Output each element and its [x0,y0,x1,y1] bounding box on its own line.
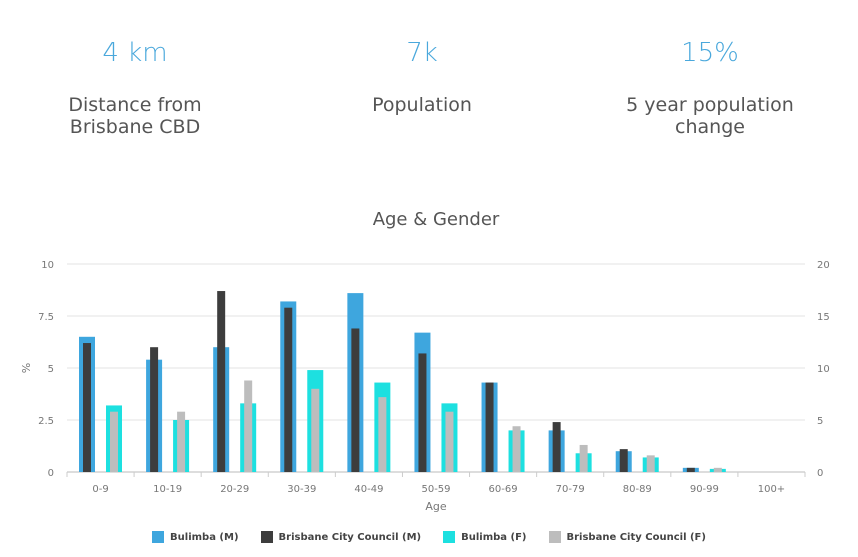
bar-bcc-m [83,343,91,472]
x-tick-label: 40-49 [354,484,383,495]
legend-label: Brisbane City Council (F) [566,531,706,543]
legend-swatch-bulimba-f [443,531,456,543]
bar-bcc-m [418,353,427,472]
legend-swatch-bulimba-m [152,531,165,543]
bar-bcc-m [351,328,360,472]
bar-bcc-f [311,388,320,472]
bar-bcc-m [619,449,628,472]
legend-label: Bulimba (M) [170,531,239,543]
legend-item-bulimba-f[interactable]: Bulimba (F) [443,531,527,543]
x-tick-label: 10-19 [153,484,182,495]
bar-bcc-m [284,307,293,472]
bar-bcc-f [579,444,588,472]
bar-bcc-m [552,422,561,472]
x-tick-label: 90-99 [690,484,719,495]
y-axis-label: % [20,363,33,373]
x-tick-label: 60-69 [489,484,518,495]
y2-tick-label: 10 [817,364,830,375]
stat-change-label: 5 year population change [626,94,794,138]
y-tick-label: 2.5 [38,416,54,427]
stat-population-value: 7k [406,38,438,68]
bar-bcc-m [150,347,159,472]
bar-bcc-f [713,467,722,472]
bar-bcc-f [512,426,521,472]
legend-item-bulimba-m[interactable]: Bulimba (M) [152,531,239,543]
age-gender-chart: Age & Gender 0 0 2.5 5 5 10 7.5 15 10 20% 0-9 10-19 2… [20,209,830,513]
chart-legend: Bulimba (M) Brisbane City Council (M) Bu… [0,531,858,543]
x-tick-label: 70-79 [556,484,585,495]
bar-bcc-m [485,382,494,472]
y-tick-label: 5 [48,364,54,375]
y2-tick-label: 5 [817,416,823,427]
stat-distance-value: 4 km [102,38,168,68]
x-tick-label: 0-9 [92,484,108,495]
x-axis-label: Age [425,500,447,513]
stat-change-value: 15% [681,38,739,68]
x-tick-label: 30-39 [287,484,316,495]
bar-bcc-f [244,380,253,472]
chart-title: Age & Gender [373,209,500,230]
stat-population-change: 15% 5 year population change [580,36,840,138]
legend-swatch-bcc-f [548,531,561,543]
bar-bcc-f [177,411,186,472]
bar-bcc-f [110,411,118,472]
stat-population-label: Population [372,94,472,116]
bar-bcc-f [646,455,655,472]
x-tick-label: 100+ [758,484,785,495]
legend-swatch-bcc-m [260,531,273,543]
stat-population: 7k Population [292,36,552,116]
bar-bcc-m [686,467,695,472]
y-tick-label: 7.5 [38,312,54,323]
x-tick-label: 20-29 [220,484,249,495]
legend-item-bcc-m[interactable]: Brisbane City Council (M) [260,531,422,543]
y-tick-label: 0 [48,468,54,479]
stat-distance-label: Distance from Brisbane CBD [68,94,202,138]
legend-item-bcc-f[interactable]: Brisbane City Council (F) [548,531,706,543]
bar-bcc-f [378,397,387,472]
y2-tick-label: 15 [817,312,830,323]
x-tick-label: 50-59 [421,484,450,495]
y2-tick-label: 20 [817,260,830,271]
stat-distance: 4 km Distance from Brisbane CBD [5,36,265,138]
legend-label: Bulimba (F) [461,531,527,543]
y-tick-label: 10 [41,260,54,271]
bar-bcc-m [217,291,226,472]
y2-tick-label: 0 [817,468,823,479]
legend-label: Brisbane City Council (M) [278,531,422,543]
x-tick-label: 80-89 [623,484,652,495]
bar-bcc-f [445,411,454,472]
